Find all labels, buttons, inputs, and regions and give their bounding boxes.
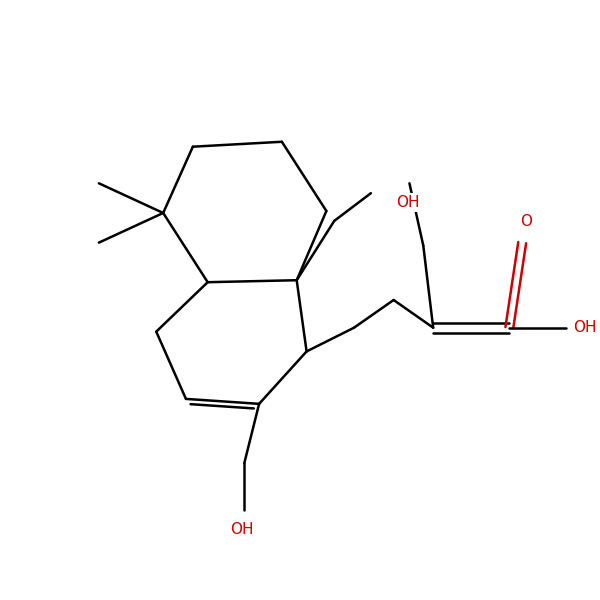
Text: OH: OH [574,320,597,335]
Text: OH: OH [396,195,419,210]
Text: OH: OH [230,521,254,536]
Text: O: O [520,214,532,229]
